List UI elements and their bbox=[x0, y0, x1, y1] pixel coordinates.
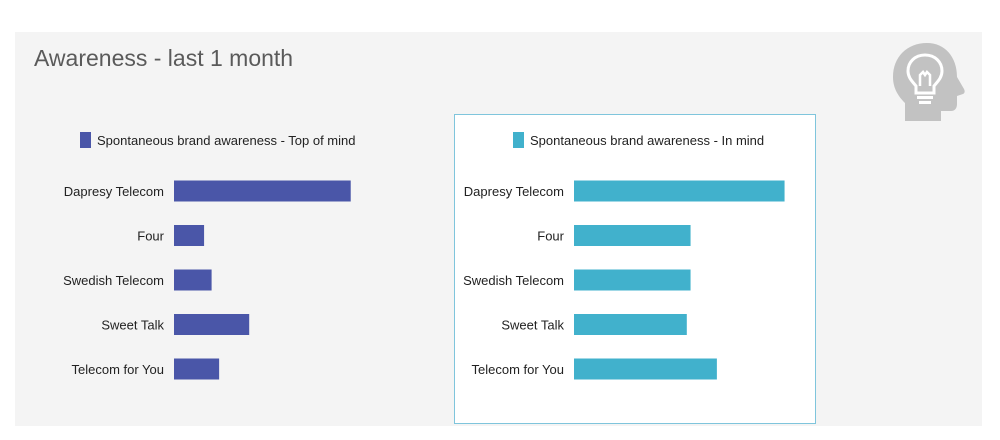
in-mind-chart: Spontaneous brand awareness - In mind Dap… bbox=[454, 114, 816, 424]
in-mind-chart-svg: Spontaneous brand awareness - In mind Dap… bbox=[463, 132, 785, 380]
bar bbox=[174, 269, 212, 291]
category-label: Dapresy Telecom bbox=[64, 184, 164, 199]
bar bbox=[574, 358, 717, 380]
legend-label: Spontaneous brand awareness - Top of min… bbox=[97, 133, 355, 148]
category-label: Dapresy Telecom bbox=[464, 184, 564, 199]
category-label: Four bbox=[537, 229, 564, 244]
category-label: Sweet Talk bbox=[501, 318, 564, 333]
bar bbox=[574, 314, 687, 335]
top-of-mind-chart: Spontaneous brand awareness - Top of min… bbox=[35, 114, 395, 424]
category-label: Telecom for You bbox=[471, 362, 564, 377]
category-label: Swedish Telecom bbox=[463, 273, 564, 288]
bar bbox=[574, 269, 691, 291]
page-title: Awareness - last 1 month bbox=[34, 45, 294, 71]
top-of-mind-chart-svg: Spontaneous brand awareness - Top of min… bbox=[63, 132, 355, 380]
bar bbox=[574, 225, 691, 246]
legend-label: Spontaneous brand awareness - In mind bbox=[530, 133, 764, 148]
bar bbox=[174, 180, 351, 202]
category-label: Swedish Telecom bbox=[63, 273, 164, 288]
legend-swatch bbox=[80, 132, 91, 148]
category-label: Sweet Talk bbox=[101, 318, 164, 333]
category-label: Telecom for You bbox=[71, 362, 164, 377]
bar bbox=[174, 314, 250, 335]
bar bbox=[574, 180, 785, 202]
head-lightbulb-icon bbox=[893, 43, 965, 121]
bar bbox=[174, 358, 220, 380]
bar bbox=[174, 225, 205, 246]
awareness-panel: Awareness - last 1 month Spontaneous bra… bbox=[15, 32, 982, 426]
category-label: Four bbox=[137, 229, 164, 244]
legend-swatch bbox=[513, 132, 524, 148]
